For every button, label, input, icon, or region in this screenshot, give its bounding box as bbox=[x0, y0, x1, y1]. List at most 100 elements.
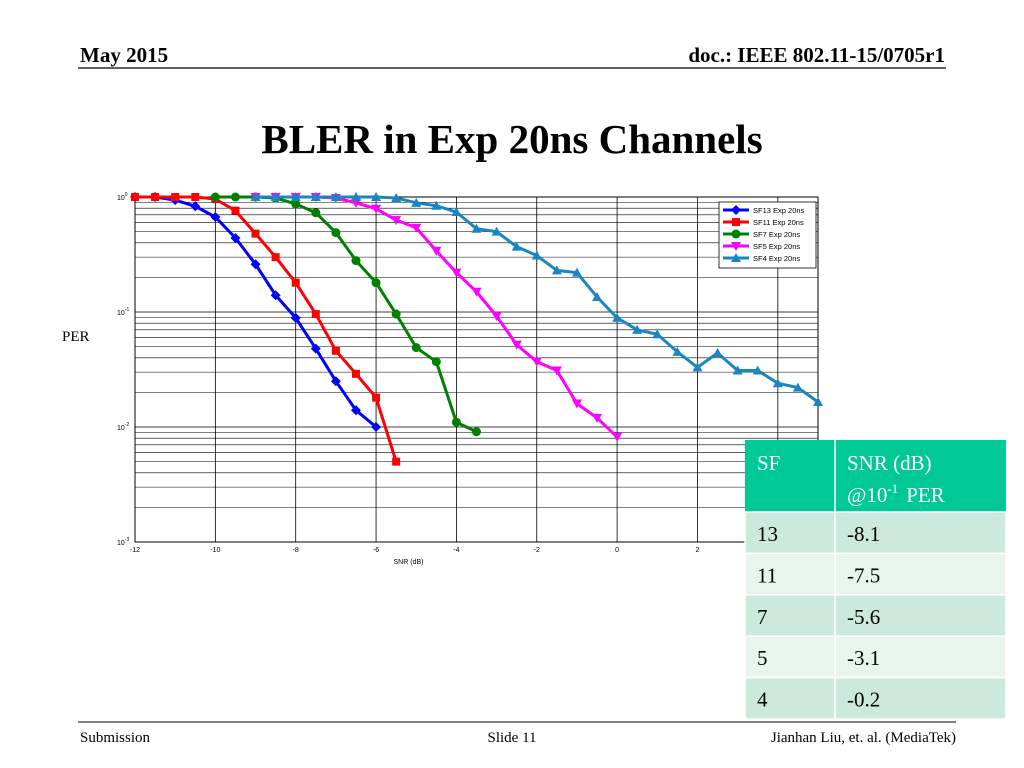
table-header-text: SF bbox=[757, 451, 780, 475]
x-tick-label: -2 bbox=[534, 547, 540, 554]
marker bbox=[511, 340, 522, 350]
legend-label: SF5 Exp 20ns bbox=[753, 242, 800, 251]
x-tick-label: -4 bbox=[453, 547, 459, 554]
marker bbox=[131, 193, 139, 201]
marker bbox=[351, 369, 360, 378]
marker bbox=[171, 193, 180, 201]
table-cell-text: 7 bbox=[757, 605, 768, 629]
marker bbox=[290, 312, 301, 323]
marker bbox=[371, 192, 382, 201]
note-tail: PER bbox=[906, 483, 945, 507]
y-tick-exponent: -2 bbox=[125, 422, 130, 428]
marker bbox=[350, 198, 361, 208]
marker bbox=[571, 399, 582, 409]
x-tick-label: 0 bbox=[615, 547, 619, 554]
marker bbox=[732, 365, 743, 375]
legend-label: SF13 Exp 20ns bbox=[753, 206, 805, 215]
marker bbox=[731, 229, 741, 239]
marker bbox=[451, 268, 462, 278]
marker bbox=[291, 278, 300, 287]
marker bbox=[531, 357, 542, 367]
header-date: May 2015 bbox=[80, 43, 168, 67]
table-cell-text: -7.5 bbox=[847, 563, 880, 587]
y-tick-exponent: -1 bbox=[125, 307, 130, 313]
table-cell-text: 11 bbox=[757, 563, 777, 587]
marker bbox=[391, 216, 402, 226]
marker bbox=[692, 362, 703, 372]
x-tick-label: -8 bbox=[293, 547, 299, 554]
marker bbox=[551, 366, 562, 376]
marker bbox=[592, 292, 603, 302]
marker bbox=[151, 193, 160, 201]
footer-left: Submission bbox=[80, 730, 151, 746]
y-tick-base: 10 bbox=[117, 540, 125, 547]
marker bbox=[592, 413, 603, 423]
marker bbox=[330, 376, 341, 387]
y-tick-label: 10-3 bbox=[117, 537, 129, 547]
marker bbox=[752, 365, 763, 375]
table-cell-text: 5 bbox=[757, 646, 768, 670]
y-tick-base: 10 bbox=[117, 195, 125, 202]
x-tick-label: 2 bbox=[696, 547, 700, 554]
marker bbox=[371, 278, 381, 288]
marker bbox=[372, 393, 381, 402]
marker bbox=[250, 192, 261, 201]
y-tick-exponent: 0 bbox=[125, 192, 128, 198]
marker bbox=[511, 241, 522, 251]
table-cell-text: -5.6 bbox=[847, 605, 880, 629]
marker bbox=[291, 199, 301, 209]
y-tick-exponent: -3 bbox=[125, 537, 130, 543]
marker bbox=[612, 432, 623, 442]
y-tick-base: 10 bbox=[117, 425, 125, 432]
y-tick-label: 10-1 bbox=[117, 307, 129, 317]
table-cell-text: 4 bbox=[757, 688, 768, 712]
marker bbox=[731, 242, 741, 251]
table-cell-text: -8.1 bbox=[847, 522, 880, 546]
marker bbox=[471, 223, 482, 233]
marker bbox=[311, 310, 320, 319]
marker bbox=[451, 417, 461, 427]
marker bbox=[290, 192, 301, 201]
table-cell bbox=[744, 594, 836, 637]
x-tick-label: -6 bbox=[373, 547, 379, 554]
marker bbox=[731, 253, 741, 262]
table-header-cell bbox=[745, 440, 1006, 512]
marker bbox=[451, 207, 462, 217]
marker bbox=[190, 201, 201, 212]
plot-area bbox=[134, 196, 819, 543]
note-exponent: -1 bbox=[887, 481, 898, 496]
marker bbox=[472, 427, 481, 437]
marker bbox=[431, 357, 441, 367]
marker bbox=[350, 405, 361, 416]
marker bbox=[210, 212, 221, 223]
marker bbox=[231, 206, 240, 215]
footer-center: Slide 11 bbox=[487, 730, 536, 746]
marker bbox=[431, 246, 442, 256]
table-cell-text: -0.2 bbox=[847, 688, 880, 712]
table-header-note: @10-1 PER bbox=[847, 481, 945, 507]
marker bbox=[311, 208, 321, 218]
marker bbox=[270, 290, 281, 301]
marker bbox=[251, 229, 260, 238]
marker bbox=[270, 192, 281, 201]
table-cell-text: -3.1 bbox=[847, 646, 880, 670]
y-tick-label: 100 bbox=[117, 192, 128, 202]
x-tick-label: -10 bbox=[210, 547, 220, 554]
marker bbox=[531, 250, 542, 260]
marker bbox=[310, 343, 321, 354]
table-cell bbox=[834, 635, 1007, 679]
marker bbox=[230, 233, 241, 244]
marker bbox=[411, 197, 422, 207]
table-cell bbox=[744, 552, 836, 596]
marker bbox=[371, 204, 382, 214]
marker bbox=[652, 329, 663, 339]
footer-right: Jianhan Liu, et. al. (MediaTek) bbox=[771, 730, 956, 746]
marker bbox=[612, 312, 623, 322]
note-base: @10 bbox=[847, 483, 887, 507]
marker bbox=[331, 228, 341, 238]
marker bbox=[431, 200, 442, 210]
marker bbox=[310, 192, 321, 201]
marker bbox=[331, 346, 340, 355]
